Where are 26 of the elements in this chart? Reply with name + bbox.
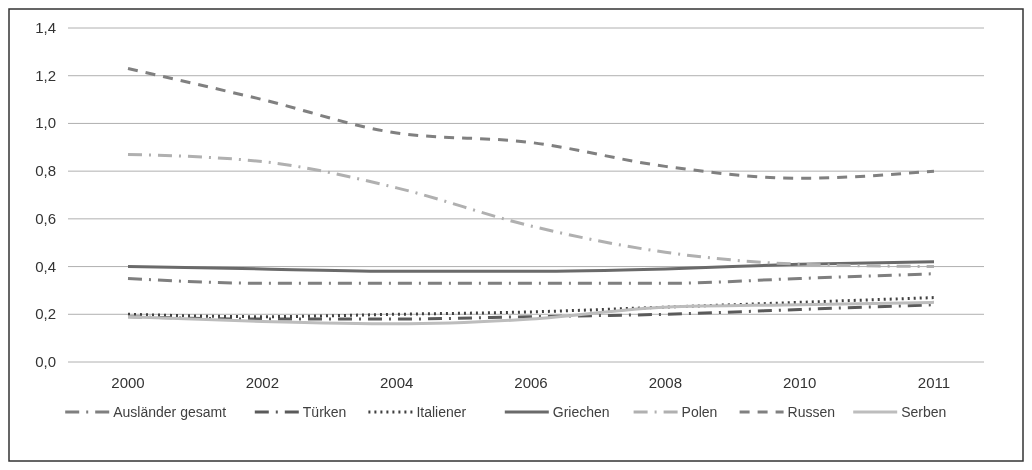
- y-tick-label: 0,6: [35, 209, 56, 227]
- legend-label: Ausländer gesamt: [113, 404, 227, 420]
- x-tick-label: 2004: [379, 374, 414, 391]
- legend-label: Russen: [787, 404, 836, 420]
- x-tick-label: 2006: [514, 374, 548, 391]
- legend-label: Griechen: [552, 404, 610, 420]
- legend-label: Serben: [901, 404, 947, 420]
- y-tick-label: 1,0: [35, 114, 56, 132]
- y-tick-label: 0,4: [35, 257, 56, 275]
- line-series: [126, 67, 936, 180]
- y-tick-label: 1,4: [35, 19, 56, 36]
- line-series: [126, 300, 936, 326]
- x-tick-label: 2002: [245, 374, 280, 391]
- y-tick-label: 1,2: [35, 66, 56, 84]
- x-tick-label: 2011: [917, 374, 951, 391]
- legend-label: Türken: [302, 404, 347, 420]
- x-tick-label: 2010: [782, 374, 817, 391]
- y-tick-label: 0,0: [35, 353, 56, 370]
- x-tick-label: 2000: [111, 374, 145, 391]
- legend-label: Italiener: [416, 404, 467, 420]
- line-series: [126, 260, 936, 273]
- y-tick-label: 0,2: [35, 305, 56, 323]
- x-tick-label: 2008: [648, 374, 683, 391]
- line-series: [126, 296, 936, 319]
- legend-label: Polen: [681, 404, 718, 420]
- y-tick-label: 0,8: [35, 162, 56, 180]
